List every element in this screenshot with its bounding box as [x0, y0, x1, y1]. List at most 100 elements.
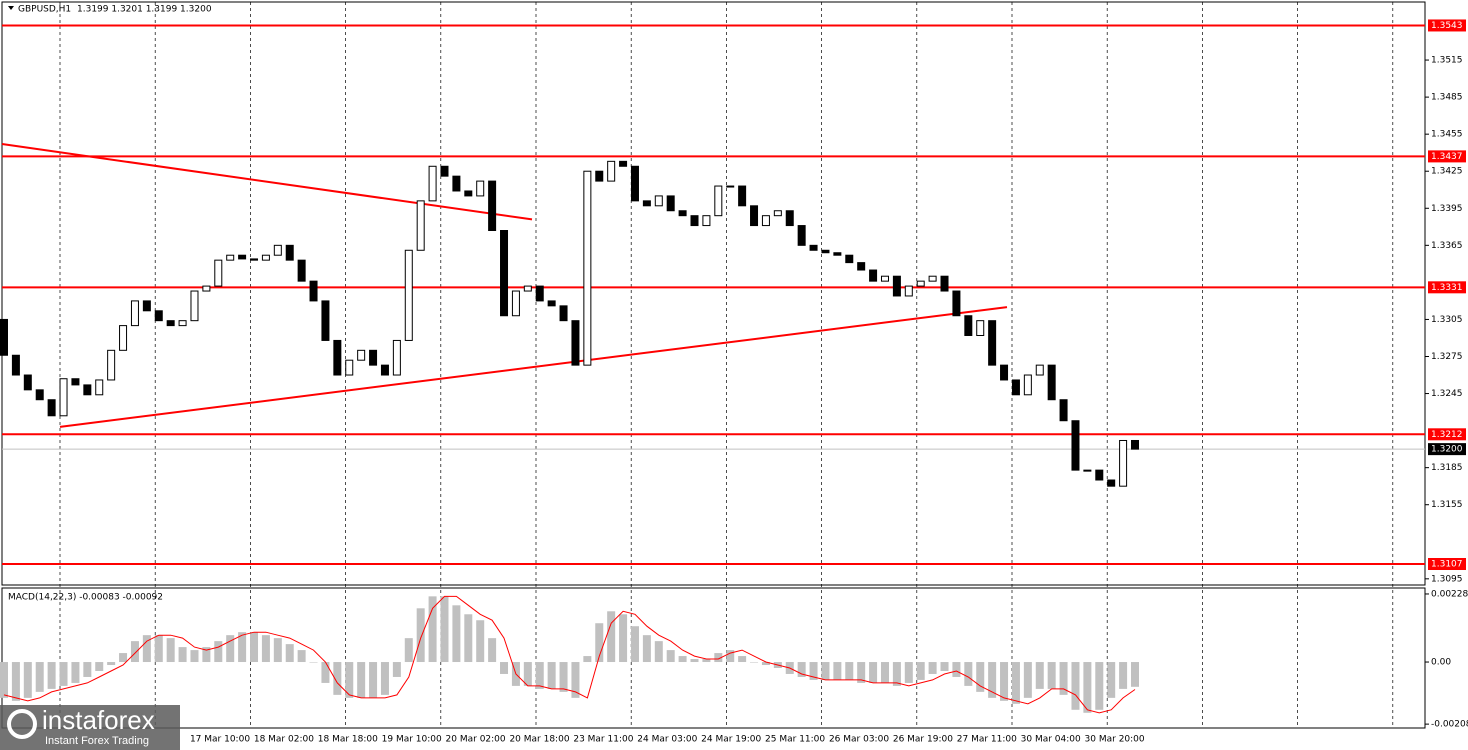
- candle-body: [309, 280, 318, 302]
- macd-bar: [726, 650, 735, 663]
- candle-body: [1035, 364, 1044, 376]
- candle-body: [571, 320, 580, 366]
- macd-bar: [369, 662, 378, 698]
- macd-bar: [678, 656, 687, 663]
- macd-bar: [0, 662, 8, 698]
- candle-body: [1059, 399, 1068, 422]
- candle-body: [119, 325, 128, 351]
- macd-bar: [500, 662, 509, 674]
- macd-bar: [535, 662, 544, 689]
- macd-bar: [428, 596, 437, 663]
- candle-body: [0, 318, 8, 356]
- candle-body: [238, 254, 247, 260]
- candle-body: [71, 378, 80, 386]
- macd-bar: [273, 638, 282, 663]
- macd-bar: [523, 662, 532, 686]
- y-tick-label: 1.3275: [1431, 352, 1463, 362]
- candle-body: [369, 349, 378, 366]
- candle-body: [547, 300, 556, 307]
- y-tick-label: 1.3095: [1431, 574, 1463, 584]
- macd-bar: [166, 638, 175, 663]
- candle-body: [297, 259, 306, 282]
- candle-body: [416, 200, 425, 251]
- level-label-bg: [1428, 428, 1466, 441]
- candle-body: [404, 249, 413, 341]
- macd-bar: [1035, 662, 1044, 689]
- candle-body: [35, 389, 44, 401]
- candle-body: [59, 378, 68, 417]
- macd-bar: [845, 662, 854, 680]
- macd-y-tick-label: -0.00208: [1431, 720, 1468, 730]
- macd-bar: [404, 638, 413, 663]
- logo: instaforex Instant Forex Trading: [0, 705, 180, 750]
- macd-bar: [202, 647, 211, 663]
- macd-bar: [1023, 662, 1032, 698]
- x-tick-label: 30 Mar 20:00: [1085, 735, 1145, 745]
- macd-bar: [857, 662, 866, 683]
- macd-bar: [83, 662, 92, 677]
- macd-bar: [714, 653, 723, 663]
- macd-bar: [285, 644, 294, 663]
- macd-bar: [1095, 662, 1104, 710]
- candle-body: [1095, 469, 1104, 481]
- macd-bar: [797, 662, 806, 677]
- candle-body: [702, 215, 711, 227]
- macd-title: MACD(14,22,3) -0.00083 -0.00092: [8, 593, 163, 603]
- macd-bar: [178, 647, 187, 663]
- x-tick-label: 20 Mar 02:00: [446, 735, 506, 745]
- candle-body: [928, 275, 937, 282]
- y-tick-label: 1.3485: [1431, 93, 1463, 103]
- macd-bar: [916, 662, 925, 680]
- x-tick-label: 17 Mar 10:00: [190, 735, 250, 745]
- candle-body: [559, 305, 568, 322]
- macd-bar: [964, 662, 973, 686]
- candle-body: [630, 165, 639, 202]
- candle-body: [47, 399, 56, 417]
- x-tick-label: 25 Mar 11:00: [765, 735, 825, 745]
- macd-y-tick-label: 0.00: [1431, 658, 1451, 668]
- candle-body: [452, 175, 461, 192]
- macd-bar: [380, 662, 389, 695]
- macd-bar: [750, 662, 759, 663]
- candle-body: [488, 180, 497, 232]
- candle-body: [726, 185, 735, 188]
- macd-bar: [690, 659, 699, 663]
- candle-body: [523, 285, 532, 292]
- candle-body: [678, 210, 687, 217]
- macd-bar: [821, 662, 830, 680]
- candle-body: [940, 275, 949, 292]
- candle-body: [345, 359, 354, 376]
- macd-bar: [976, 662, 985, 692]
- macd-bar: [464, 614, 473, 663]
- macd-bar: [392, 662, 401, 677]
- macd-bar: [952, 662, 961, 677]
- candle-body: [226, 254, 235, 261]
- macd-bar: [1119, 662, 1128, 689]
- candle-body: [904, 285, 913, 297]
- x-tick-label: 20 Mar 18:00: [509, 735, 569, 745]
- candle-body: [83, 384, 92, 396]
- macd-bar: [928, 662, 937, 674]
- candle-body: [1119, 439, 1128, 487]
- macd-bar: [1107, 662, 1116, 698]
- candle-body: [642, 200, 651, 207]
- candle-body: [845, 254, 854, 264]
- x-tick-label: 24 Mar 03:00: [637, 735, 697, 745]
- x-tick-label: 27 Mar 11:00: [957, 735, 1017, 745]
- macd-bar: [988, 662, 997, 698]
- macd-bar: [440, 596, 449, 663]
- candle-body: [333, 339, 342, 376]
- candle-body: [869, 269, 878, 282]
- trend-line: [59, 306, 1008, 428]
- macd-bar: [190, 650, 199, 663]
- x-tick-label: 19 Mar 10:00: [382, 735, 442, 745]
- macd-bar: [654, 641, 663, 663]
- candle-body: [988, 320, 997, 366]
- macd-bar: [107, 662, 116, 666]
- macd-bar: [607, 611, 616, 663]
- macd-bar: [809, 662, 818, 680]
- candle-body: [535, 285, 544, 302]
- candle-body: [500, 230, 509, 317]
- macd-bar: [892, 662, 901, 686]
- candle-body: [833, 252, 842, 256]
